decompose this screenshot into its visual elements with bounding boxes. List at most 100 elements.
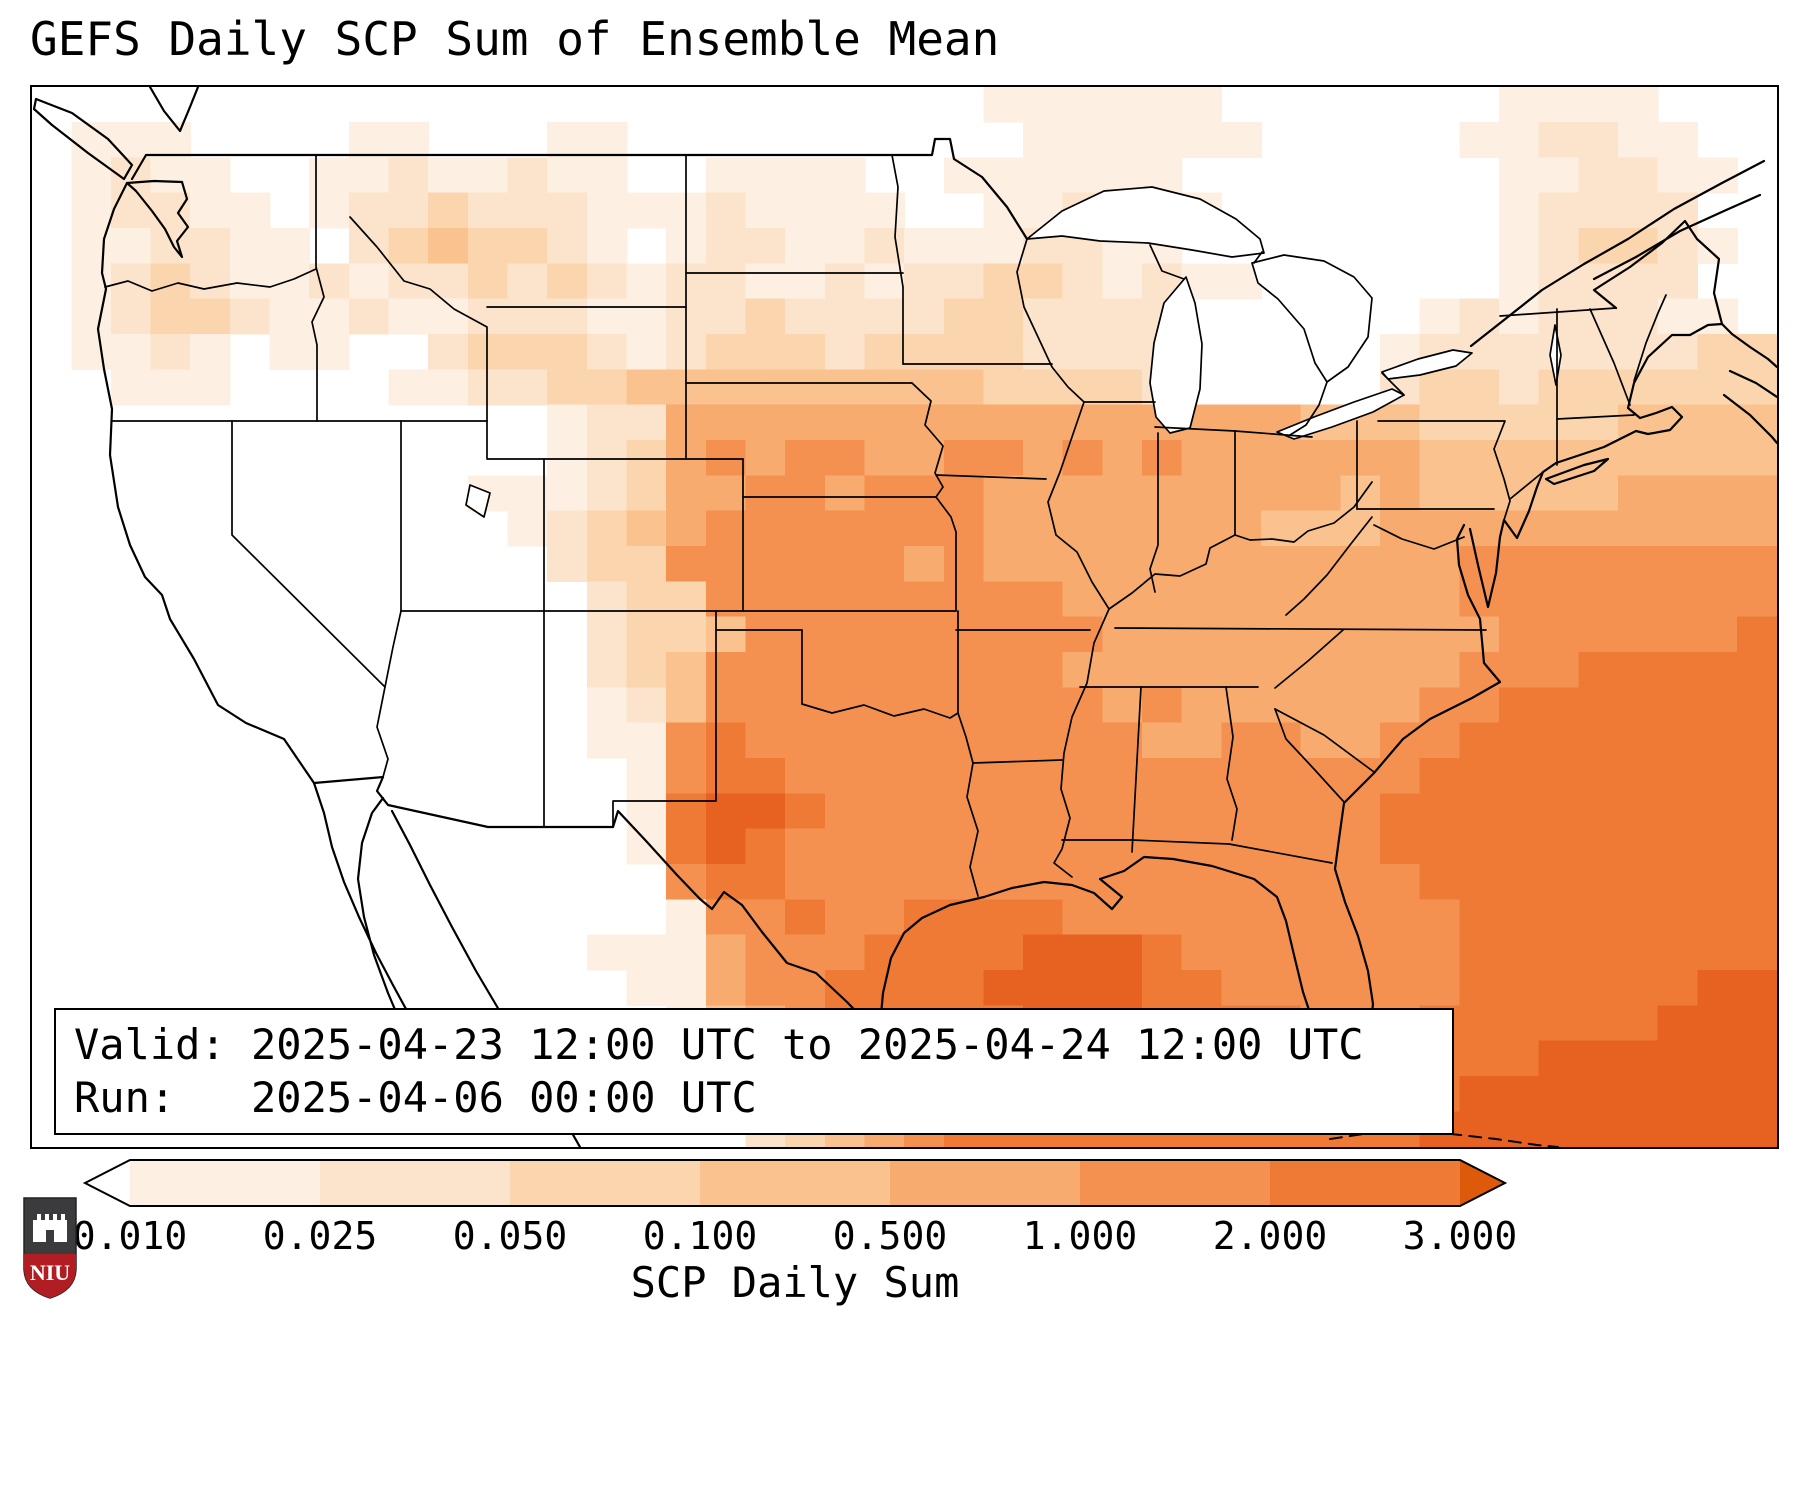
heat-cell [1261, 793, 1302, 830]
heat-cell [1657, 934, 1699, 971]
heat-cell [983, 545, 1024, 582]
heat-cell [864, 863, 905, 900]
heat-cell [1697, 757, 1738, 794]
heat-cell [1618, 969, 1659, 1006]
heat-cell [666, 581, 707, 618]
heat-cell [626, 510, 667, 547]
heat-cell [1697, 333, 1738, 370]
heat-cell [1102, 87, 1143, 123]
heat-cell [1578, 616, 1619, 653]
heat-cell [1459, 475, 1500, 512]
heat-cell [547, 475, 588, 512]
heat-cell [1380, 934, 1421, 971]
heat-cell [1419, 545, 1461, 582]
heat-cell [1062, 263, 1104, 300]
heat-cell [864, 404, 905, 441]
heat-cell [1300, 439, 1342, 476]
niu-banner [24, 1254, 76, 1298]
heat-cell [1578, 934, 1619, 971]
heat-cell [824, 545, 866, 582]
heat-cell [1023, 121, 1064, 158]
heat-cell [904, 510, 945, 547]
heat-cell [626, 616, 667, 653]
heat-cell [1657, 121, 1699, 158]
heat-cell [904, 651, 945, 688]
heat-cell [1538, 510, 1580, 547]
heat-cell [1736, 757, 1777, 794]
heat-cell [190, 192, 231, 229]
heat-cell [1023, 793, 1064, 830]
colorbar-tick-label: 0.500 [832, 1214, 948, 1258]
heat-cell [1300, 722, 1342, 759]
heat-cell [1538, 404, 1580, 441]
heat-cell [1419, 651, 1461, 688]
heat-cell [864, 934, 905, 971]
heat-cell [547, 263, 588, 300]
heat-cell [1221, 404, 1262, 441]
heat-cell [666, 510, 707, 547]
heat-cell [348, 227, 390, 264]
heat-cell [904, 545, 945, 582]
heat-cell [1459, 1075, 1500, 1112]
heat-cell [1181, 475, 1223, 512]
heat-cell [864, 192, 905, 229]
heat-cell [1062, 828, 1104, 865]
heat-cell [1023, 439, 1064, 476]
heat-cell [1261, 969, 1302, 1006]
heat-cell [1618, 863, 1659, 900]
coastline-path [1544, 457, 1610, 486]
heat-cell [507, 263, 548, 300]
heat-cell [983, 969, 1024, 1006]
heat-cell [983, 87, 1024, 123]
heat-cell [983, 475, 1024, 512]
heat-cell [943, 651, 985, 688]
heat-cell [1419, 899, 1461, 936]
heat-cell [229, 298, 271, 335]
heat-cell [1102, 157, 1143, 194]
heat-cell [1300, 969, 1342, 1006]
heat-cell [1062, 475, 1104, 512]
heat-cell [983, 757, 1024, 794]
heat-cell [1657, 969, 1699, 1006]
heat-cell [824, 227, 866, 264]
state-border-path [1225, 686, 1238, 841]
heat-cell [1380, 651, 1421, 688]
heat-cell [110, 192, 152, 229]
heat-cell [1657, 439, 1699, 476]
heat-cell [864, 899, 905, 936]
heat-cell [1697, 439, 1738, 476]
heat-cell [1538, 757, 1580, 794]
heat-cell [1578, 121, 1619, 158]
heat-cell [1657, 616, 1699, 653]
heat-cell [1499, 157, 1540, 194]
heat-cell [507, 333, 548, 370]
heat-cell [1538, 298, 1580, 335]
heat-cell [1657, 157, 1699, 194]
heat-cell [1142, 899, 1183, 936]
state-border-path [1556, 414, 1635, 420]
heat-cell [1538, 475, 1580, 512]
heat-cell [1419, 687, 1461, 724]
heat-cell [190, 157, 231, 194]
state-border-path [801, 703, 959, 719]
heat-cell [1380, 581, 1421, 618]
heat-cell [745, 510, 786, 547]
heat-cell [586, 121, 628, 158]
heat-cell [745, 157, 786, 194]
heat-cell [904, 227, 945, 264]
heat-cell [1657, 510, 1699, 547]
heat-cell [1102, 298, 1143, 335]
state-border-path [486, 420, 744, 460]
heat-cell [983, 793, 1024, 830]
colorbar-tick-label: 0.100 [642, 1214, 758, 1258]
heat-cell [666, 899, 707, 936]
heat-cell [943, 263, 985, 300]
heat-cell [1618, 87, 1659, 123]
heat-cell [1578, 863, 1619, 900]
heat-cell [1459, 828, 1500, 865]
heat-cell [1102, 828, 1143, 865]
coastline-path [1468, 470, 1545, 609]
heat-cell [1657, 545, 1699, 582]
heat-cell [1499, 545, 1540, 582]
heat-cell [666, 616, 707, 653]
